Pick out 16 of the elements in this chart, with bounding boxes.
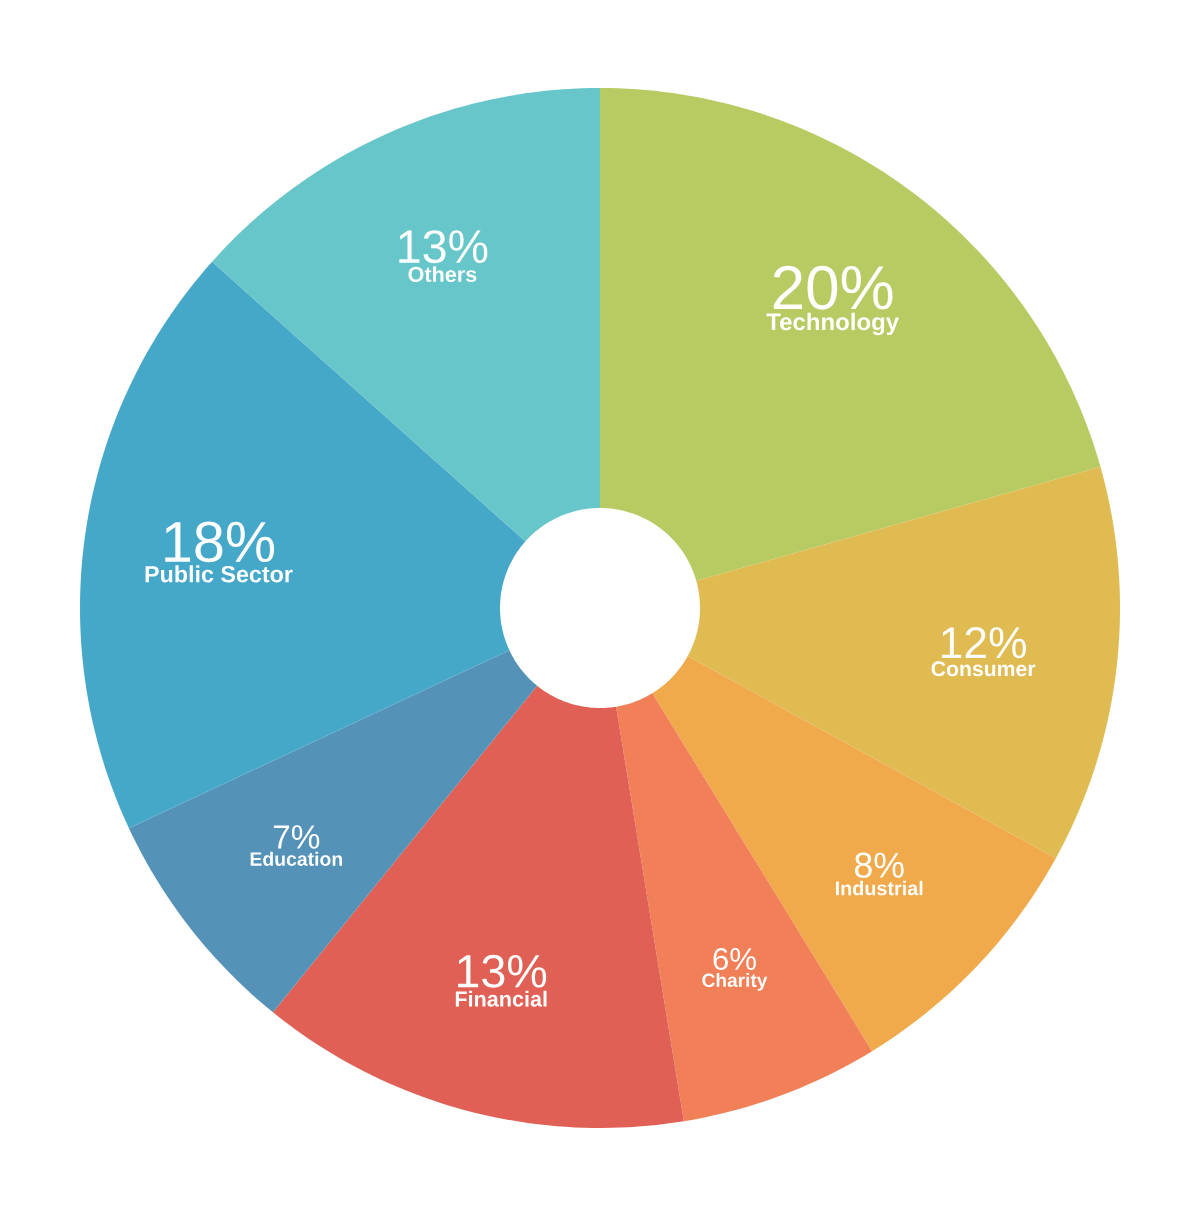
data-label: 13%	[458, 954, 547, 988]
slice-label: Charity	[702, 973, 768, 991]
data-label: 8%	[855, 852, 904, 878]
slice-label: Public Sector	[145, 565, 293, 583]
data-label: 6%	[713, 947, 756, 971]
slice-label: Consumer	[931, 661, 1036, 677]
slice-label: Industrial	[835, 880, 923, 896]
slice-label: Technology	[766, 312, 900, 336]
slice-label: Education	[250, 851, 342, 866]
slice-label: Others	[408, 266, 477, 282]
data-label: 20%	[773, 265, 893, 310]
data-label: 18%	[165, 521, 275, 563]
data-label: 7%	[273, 825, 320, 849]
data-label: 13%	[399, 230, 488, 264]
slice-label: Financial	[455, 990, 547, 1007]
data-label: 12%	[942, 626, 1026, 659]
